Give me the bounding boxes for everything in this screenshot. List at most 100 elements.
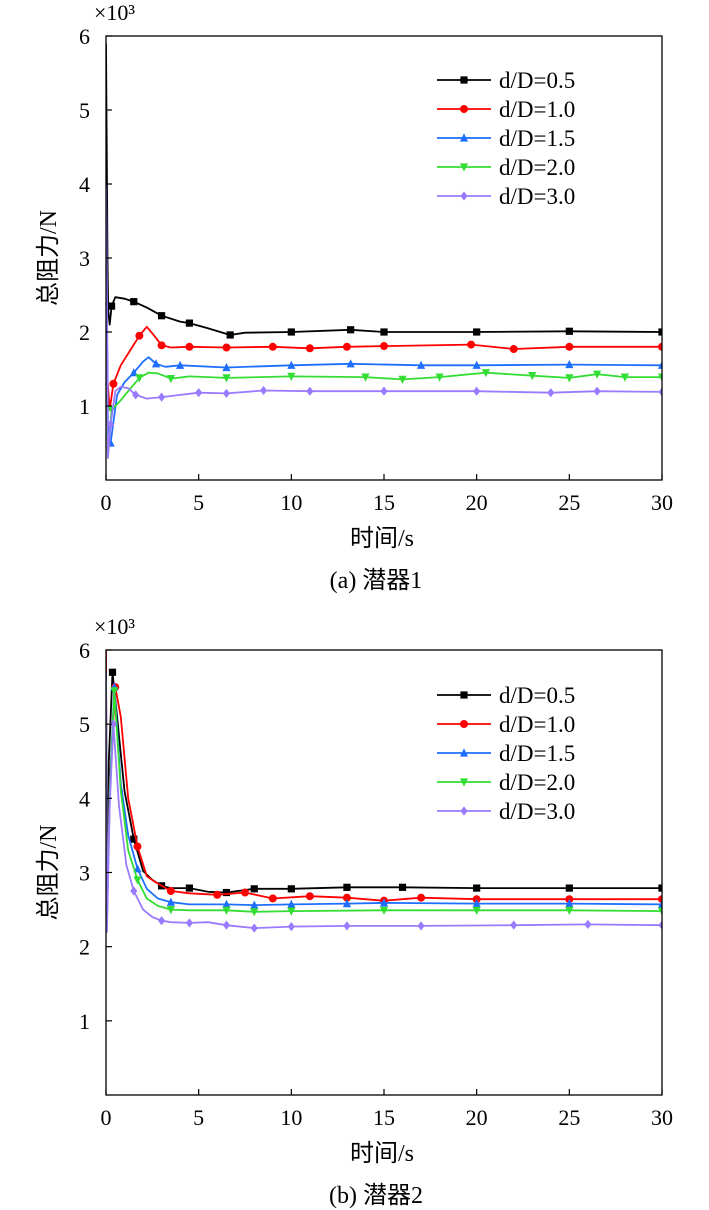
legend-marker: [460, 720, 468, 728]
legend-label: d/D=3.0: [499, 799, 575, 824]
data-point: [135, 331, 144, 340]
data-point: [657, 907, 662, 916]
axes-frame: [105, 649, 663, 1096]
data-point: [584, 919, 592, 930]
data-point: [347, 326, 355, 334]
data-point: [565, 374, 574, 383]
data-point: [132, 390, 140, 400]
data-point: [380, 328, 388, 336]
data-point: [658, 884, 662, 892]
y-tick-label: 3: [79, 861, 90, 886]
legend-label: d/D=2.0: [499, 770, 575, 795]
data-point: [166, 905, 175, 915]
data-point: [565, 342, 574, 351]
data-point: [473, 884, 481, 892]
x-tick-label: 0: [101, 1105, 112, 1130]
data-point: [222, 343, 231, 352]
data-point: [593, 370, 602, 379]
data-point: [380, 342, 388, 351]
chart-panel-b: 0 5 10 15 20 25 30 1 2 3 4 5 6×10³ 总阻力/N 时间/s (b) 潜器2 d/…: [35, 614, 673, 1209]
data-point: [222, 906, 231, 915]
x-tick-label: 25: [558, 1105, 580, 1130]
data-point: [435, 373, 444, 382]
data-point: [250, 885, 258, 893]
data-point: [222, 899, 231, 908]
series-line-2.0: [106, 291, 662, 459]
data-point: [658, 920, 662, 930]
data-point: [547, 388, 555, 398]
legend-label: d/D=1.5: [499, 741, 575, 766]
x-tick-label: 20: [466, 1105, 488, 1130]
y-tick-label: 2: [79, 320, 90, 345]
y-tick-label: 5: [79, 98, 90, 123]
data-point: [222, 920, 231, 930]
legend-label: d/D=0.5: [499, 68, 575, 93]
data-point: [417, 893, 426, 902]
data-point: [166, 375, 175, 384]
legend-label: d/D=1.5: [499, 126, 575, 151]
data-point: [250, 900, 259, 909]
data-point: [108, 668, 117, 676]
data-point: [467, 340, 476, 349]
data-point: [528, 372, 537, 381]
series-line-1.5: [106, 183, 662, 444]
data-point: [241, 888, 249, 897]
data-point: [379, 898, 389, 907]
legend-marker: [460, 105, 468, 113]
x-tick-label: 15: [373, 1105, 395, 1130]
data-point: [287, 907, 296, 916]
data-point: [185, 319, 193, 327]
legend-marker: [459, 748, 469, 757]
x-axis-label: 时间/s: [350, 525, 414, 552]
data-point: [107, 302, 116, 310]
data-point: [509, 345, 518, 354]
data-point: [658, 342, 662, 351]
data-point: [166, 897, 175, 906]
data-point: [287, 899, 296, 908]
data-point: [135, 374, 144, 383]
data-point: [565, 884, 573, 892]
x-tick-label: 10: [280, 490, 302, 515]
data-point: [129, 368, 138, 377]
data-point: [380, 386, 388, 396]
y-tick-label: 3: [79, 246, 90, 271]
legend-marker: [460, 76, 468, 84]
figure-caption: (a) 潜器1: [330, 567, 423, 594]
data-point: [593, 386, 601, 396]
data-point: [346, 359, 355, 368]
data-point: [151, 359, 161, 368]
x-tick-label: 15: [373, 490, 395, 515]
legend-label: d/D=0.5: [499, 683, 575, 708]
data-point: [305, 344, 314, 353]
data-point: [343, 883, 351, 891]
legend-marker: [459, 133, 469, 142]
data-point: [250, 908, 259, 917]
legend: d/D=0.5 d/D=1.0 d/D=1.5 d/D=2.0 d/D=3.0: [437, 683, 575, 824]
data-point: [222, 888, 231, 897]
data-point: [287, 885, 295, 893]
legend-label: d/D=1.0: [499, 712, 575, 737]
plot-area: [106, 650, 662, 933]
data-point: [657, 373, 662, 382]
legend-marker: [459, 163, 469, 172]
data-point: [133, 842, 142, 851]
legend-item-3.0: d/D=3.0: [437, 799, 575, 824]
data-point: [472, 906, 481, 915]
data-point: [361, 373, 370, 382]
data-point: [222, 374, 231, 383]
data-point: [565, 906, 574, 915]
data-point: [473, 386, 481, 396]
y-tick-label: 6: [79, 24, 90, 49]
y-axis-label: 总阻力/N: [35, 825, 62, 921]
legend-item-0.5: d/D=0.5: [437, 68, 575, 93]
data-point: [259, 385, 268, 396]
x-tick-label: 0: [101, 490, 112, 515]
data-point: [130, 835, 138, 843]
series-line-3.0: [106, 679, 662, 933]
data-point: [130, 886, 138, 896]
data-point: [287, 328, 295, 336]
data-point: [379, 906, 389, 915]
data-point: [398, 375, 407, 384]
legend-marker: [460, 191, 468, 201]
